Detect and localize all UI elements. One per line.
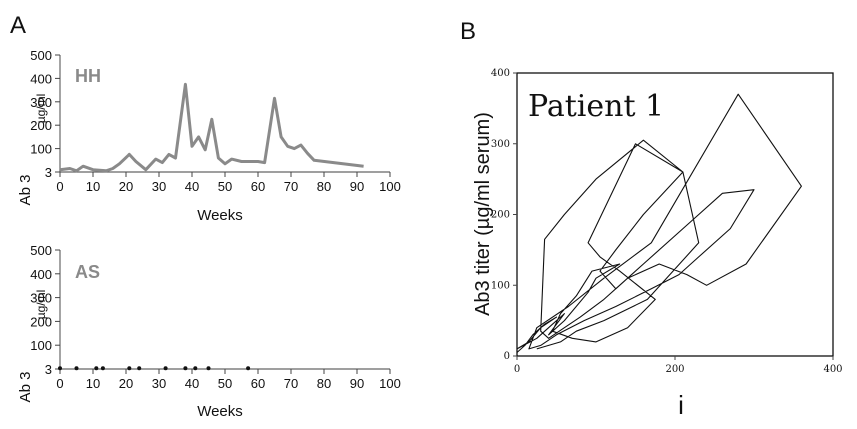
chart1-title: HH	[75, 66, 101, 86]
chart2-data-point	[74, 366, 79, 371]
chart1-y-tick-label: 400	[30, 71, 52, 86]
chart1-y-tick-label: 500	[30, 48, 52, 63]
chart2-data-point	[246, 366, 251, 371]
chart2-y-tick-label: 200	[30, 314, 52, 329]
chart3-y-tick-label: 400	[491, 68, 510, 79]
chart2-x-tick-label: 40	[185, 376, 199, 391]
chart1-x-tick-label: 10	[86, 179, 100, 194]
chart1-x-tick-label: 40	[185, 179, 199, 194]
chart2-y-tick-label: 500	[30, 243, 52, 258]
panel-label-a: A	[10, 12, 27, 39]
chart1-x-axis-title: Weeks	[197, 207, 243, 224]
chart1-y-tick-label: 200	[30, 118, 52, 133]
chart2-y-tick-label: 300	[30, 291, 52, 306]
chart3-x-tick-label: 400	[823, 364, 842, 375]
chart2-x-tick-label: 80	[317, 376, 331, 391]
chart2-y-tick-label: 3	[45, 362, 52, 377]
chart1-y-tick-label: 300	[30, 95, 52, 110]
chart1-x-tick-label: 70	[284, 179, 298, 194]
chart2-x-tick-label: 10	[86, 376, 100, 391]
chart2-data-point	[137, 366, 142, 371]
chart1-y-axis-title: Ab 3	[17, 175, 34, 206]
chart1-x-tick-label: 0	[56, 179, 63, 194]
chart3-x-axis-title: i	[678, 390, 684, 420]
chart2-y-axis-title: Ab 3	[17, 372, 34, 403]
chart2-x-axis-title: Weeks	[197, 403, 243, 420]
chart2-x-tick-label: 70	[284, 376, 298, 391]
chart2-x-tick-label: 30	[152, 376, 166, 391]
chart3-y-tick-label: 200	[491, 210, 510, 221]
chart2-data-point	[58, 366, 62, 371]
chart2-x-tick-label: 20	[119, 376, 133, 391]
chart1-y-axis-unit: µg/ml	[34, 94, 48, 124]
chart2-y-axis-unit: µg/ml	[34, 290, 48, 320]
chart1-x-tick-label: 60	[251, 179, 265, 194]
chart3-y-tick-label: 0	[504, 351, 510, 362]
chart2-data-point	[163, 366, 168, 371]
chart3-y-tick-label: 300	[491, 139, 510, 150]
chart1-x-tick-label: 90	[350, 179, 364, 194]
chart1-x-tick-label: 30	[152, 179, 166, 194]
chart2-x-tick-label: 50	[218, 376, 232, 391]
chart2-data-point	[183, 366, 188, 371]
chart2-x-tick-label: 0	[56, 376, 63, 391]
panel-label-b: B	[460, 18, 477, 45]
chart2-data-point	[100, 366, 105, 371]
chart2-x-tick-label: 90	[350, 376, 364, 391]
chart2-data-point	[127, 366, 132, 371]
chart3-x-tick-label: 200	[665, 364, 684, 375]
chart1-y-tick-label: 3	[45, 165, 52, 180]
chart1-x-tick-label: 100	[379, 179, 401, 194]
chart2-x-tick-label: 100	[379, 376, 401, 391]
chart1-series-line	[59, 82, 364, 173]
chart2-x-tick-label: 60	[251, 376, 265, 391]
chart2-data-point	[206, 366, 211, 371]
chart2-y-tick-label: 400	[30, 267, 52, 282]
chart2-y-tick-label: 100	[30, 338, 52, 353]
chart3-x-tick-label: 0	[514, 364, 520, 375]
chart1-x-tick-label: 20	[119, 179, 133, 194]
chart2-data-point	[193, 366, 198, 371]
chart2-data-point	[94, 366, 99, 371]
chart2-title: AS	[75, 262, 100, 282]
chart1-x-tick-label: 50	[218, 179, 232, 194]
chart1-x-tick-label: 80	[317, 179, 331, 194]
chart3-title: Patient 1	[528, 89, 664, 124]
chart3-series-line	[516, 93, 802, 353]
chart1-y-tick-label: 100	[30, 142, 52, 157]
chart3-y-tick-label: 100	[491, 280, 510, 291]
chart3-y-axis-title: Ab3 titer (µg/ml serum)	[472, 112, 494, 316]
